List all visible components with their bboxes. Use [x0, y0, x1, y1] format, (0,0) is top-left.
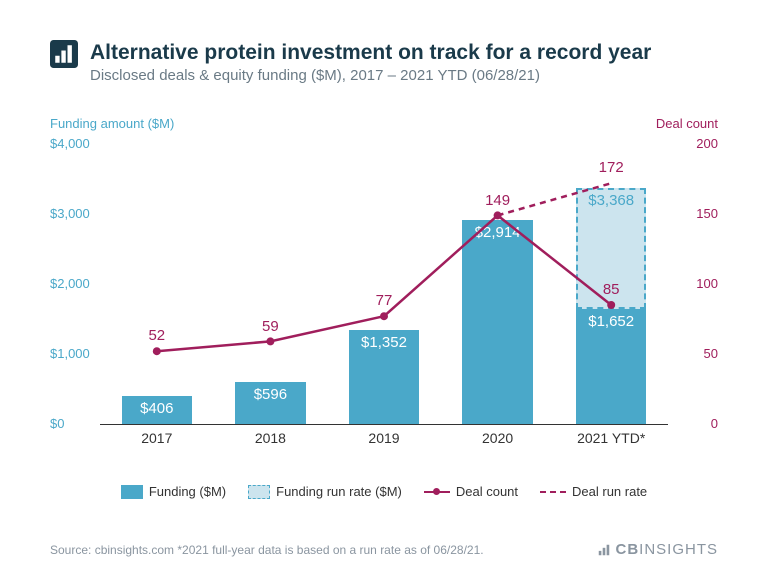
y-tick-right: 50	[704, 346, 718, 361]
legend-item: Deal count	[424, 484, 518, 499]
bar-label: $3,368	[576, 192, 646, 209]
legend-swatch	[121, 485, 143, 499]
bar-funding	[462, 220, 532, 424]
deal-run-rate-label: 172	[591, 159, 631, 176]
chart-title: Alternative protein investment on track …	[90, 40, 718, 65]
legend-label: Funding ($M)	[149, 484, 226, 499]
brand-mark: CBINSIGHTS	[597, 541, 718, 558]
brand-suffix: INSIGHTS	[639, 541, 718, 558]
bar-label: $596	[235, 386, 305, 403]
legend-item: Funding run rate ($M)	[248, 484, 402, 499]
x-tick: 2019	[327, 430, 441, 446]
y-tick-right: 200	[696, 136, 718, 151]
y-tick-right: 100	[696, 276, 718, 291]
x-tick: 2020	[441, 430, 555, 446]
legend-item: Funding ($M)	[121, 484, 226, 499]
footer: Source: cbinsights.com *2021 full-year d…	[50, 541, 718, 558]
source-text: Source: cbinsights.com *2021 full-year d…	[50, 543, 484, 557]
y-tick-right: 0	[711, 416, 718, 431]
legend: Funding ($M) Funding run rate ($M) Deal co…	[50, 484, 718, 499]
y-tick-left: $3,000	[50, 206, 90, 221]
header: Alternative protein investment on track …	[50, 40, 718, 84]
chart-container: Alternative protein investment on track …	[0, 0, 768, 576]
chart-subtitle: Disclosed deals & equity funding ($M), 2…	[90, 67, 718, 84]
y-tick-left: $0	[50, 416, 64, 431]
legend-swatch	[248, 485, 270, 499]
cbinsights-logo-icon	[50, 40, 78, 68]
legend-label: Deal count	[456, 484, 518, 499]
deal-count-label: 85	[591, 281, 631, 298]
deal-count-label: 77	[364, 292, 404, 309]
legend-label: Funding run rate ($M)	[276, 484, 402, 499]
legend-swatch	[424, 491, 450, 493]
y-tick-right: 150	[696, 206, 718, 221]
x-tick: 2018	[214, 430, 328, 446]
legend-swatch	[540, 491, 566, 493]
x-axis-line	[100, 424, 668, 425]
y-tick-left: $1,000	[50, 346, 90, 361]
plot-area: Funding amount ($M) Deal count $0 $1,000 $2,…	[50, 114, 718, 444]
brand-logo-icon	[597, 543, 611, 557]
brand-prefix: CB	[615, 541, 639, 558]
x-tick: 2021 YTD*	[554, 430, 668, 446]
bar-label: $1,352	[349, 334, 419, 351]
legend-item: Deal run rate	[540, 484, 647, 499]
y-tick-left: $4,000	[50, 136, 90, 151]
legend-label: Deal run rate	[572, 484, 647, 499]
bar-label: $1,652	[576, 313, 646, 330]
deal-count-label: 149	[478, 192, 518, 209]
bar-label: $2,914	[462, 224, 532, 241]
deal-count-label: 59	[250, 318, 290, 335]
left-axis-label: Funding amount ($M)	[50, 116, 174, 131]
deal-count-label: 52	[137, 327, 177, 344]
y-tick-left: $2,000	[50, 276, 90, 291]
bar-label: $406	[122, 400, 192, 417]
right-axis-label: Deal count	[656, 116, 718, 131]
x-tick: 2017	[100, 430, 214, 446]
